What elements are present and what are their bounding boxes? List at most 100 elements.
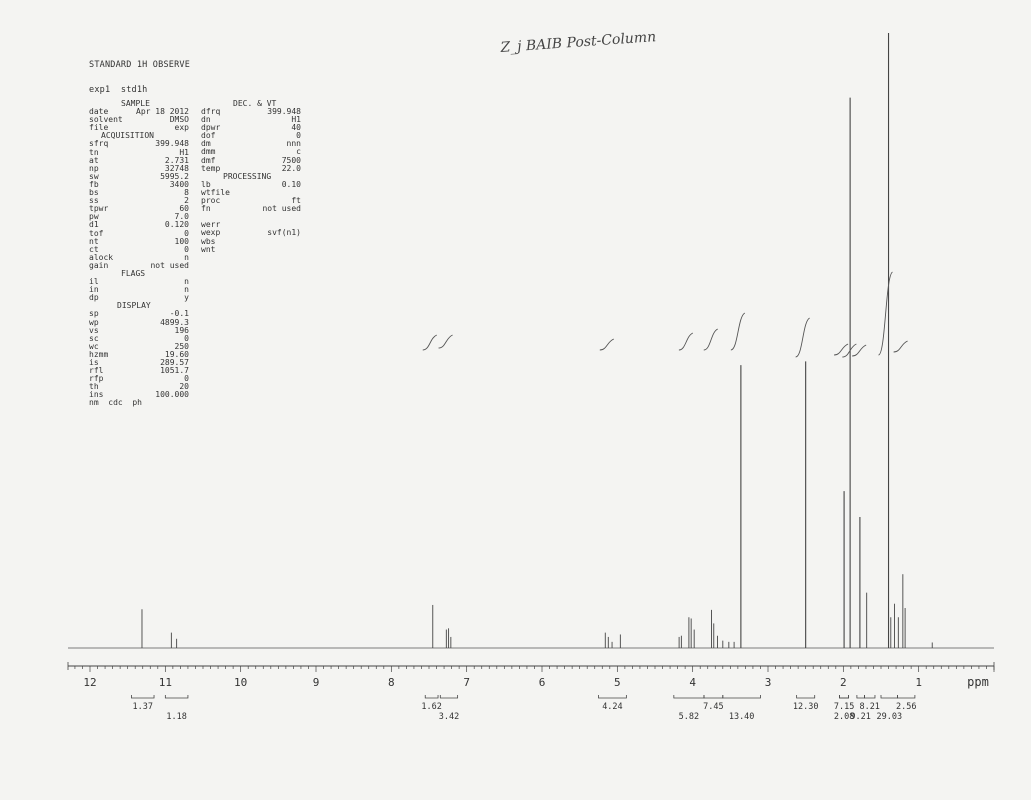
param-section-heading: DEC. & VT xyxy=(201,99,301,108)
param-key: proc xyxy=(201,196,221,206)
param-key: wbs xyxy=(201,236,216,246)
param-row: pw 7.0 xyxy=(89,213,189,221)
integration-bracket xyxy=(164,695,189,699)
param-value: H1 xyxy=(291,115,301,125)
param-section-heading: FLAGS xyxy=(89,269,189,278)
param-row: wtfile xyxy=(201,187,301,197)
param-key: wexp xyxy=(201,228,221,238)
param-value: ft xyxy=(291,196,301,206)
param-row: dfrq 399.948 xyxy=(201,107,301,116)
param-value: not used xyxy=(150,260,189,270)
param-row: lb 0.10 xyxy=(201,179,301,189)
param-value: 0 xyxy=(184,374,189,384)
param-value: 196 xyxy=(174,325,189,335)
param-row: alock n xyxy=(89,252,189,262)
param-key: th xyxy=(89,382,99,392)
param-key: sp xyxy=(89,309,99,319)
param-section-heading: DISPLAY xyxy=(89,302,189,310)
integration-value: 29.03 xyxy=(876,712,902,722)
param-key: bs xyxy=(89,188,99,198)
param-key: hzmm xyxy=(89,349,109,359)
param-section-heading: SAMPLE xyxy=(89,99,189,108)
param-row: wc 250 xyxy=(89,342,189,351)
integral-curve xyxy=(438,334,453,349)
param-value: n xyxy=(184,285,189,295)
param-key: date xyxy=(89,107,109,117)
param-row: il n xyxy=(89,277,189,287)
param-row: nt 100 xyxy=(89,237,189,246)
param-key: wtfile xyxy=(201,187,230,197)
integral-curve xyxy=(795,317,810,358)
param-row: gain not used xyxy=(89,260,189,270)
tick-label: 1 xyxy=(915,676,922,689)
integration-bracket xyxy=(880,695,898,699)
param-value: n xyxy=(184,252,189,262)
param-row: dp y xyxy=(89,294,189,302)
param-row: bs 8 xyxy=(89,188,189,198)
param-value: 60 xyxy=(179,204,189,214)
integration-value: 7.15 xyxy=(834,702,854,712)
param-value: 8 xyxy=(184,188,189,198)
param-row: wp 4899.3 xyxy=(89,318,189,327)
parameter-column-right: DEC. & VT dfrq 399.948 dn H1 dpwr 40 dof 0 dm nnn d… xyxy=(201,99,301,254)
integration-value: 4.24 xyxy=(602,702,622,712)
param-section-title: SAMPLE xyxy=(121,99,150,108)
param-key: rfp xyxy=(89,374,104,384)
integration-value: 13.40 xyxy=(729,712,755,722)
param-value: 0 xyxy=(296,131,301,141)
param-value: 2.731 xyxy=(164,155,189,165)
integration-bracket xyxy=(722,695,761,699)
param-row: solvent DMSO xyxy=(89,116,189,124)
param-value: nnn xyxy=(286,139,301,149)
param-value: svf(n1) xyxy=(267,228,301,238)
param-row: vs 196 xyxy=(89,325,189,335)
param-key: sw xyxy=(89,171,99,181)
param-section-heading: ACQUISITION xyxy=(89,132,189,140)
param-key: dpwr xyxy=(201,123,221,133)
param-row: rfp 0 xyxy=(89,375,189,383)
param-row: fb 3400 xyxy=(89,179,189,189)
param-value: 0 xyxy=(184,244,189,254)
integration-value: 1.62 xyxy=(421,702,441,712)
param-key: tn xyxy=(89,147,99,157)
param-row: wexp svf(n1) xyxy=(201,229,301,237)
param-section-title: DISPLAY xyxy=(117,301,151,311)
param-key: ct xyxy=(89,244,99,254)
tick-label: 4 xyxy=(689,676,696,689)
integration-value: 8.21 xyxy=(859,702,879,712)
param-row: in n xyxy=(89,286,189,294)
param-key: dmm xyxy=(201,147,216,157)
param-key: fb xyxy=(89,179,99,189)
param-key: dp xyxy=(89,293,99,303)
param-key: dn xyxy=(201,115,211,125)
param-key: file xyxy=(89,123,109,133)
param-key: lb xyxy=(201,179,211,189)
integral-curve xyxy=(703,328,719,351)
param-key: rfl xyxy=(89,366,104,376)
param-value: 3400 xyxy=(169,179,189,189)
param-key: ss xyxy=(89,196,99,206)
integration-bracket xyxy=(439,695,459,699)
param-key: gain xyxy=(89,260,109,270)
param-section-title: PROCESSING xyxy=(223,171,272,181)
param-row: date Apr 18 2012 xyxy=(89,107,189,117)
param-value: 19.60 xyxy=(164,349,189,359)
param-row: at 2.731 xyxy=(89,155,189,165)
integration-value: 2.08 xyxy=(834,712,854,722)
param-row: dm nnn xyxy=(201,140,301,148)
param-key: dmf xyxy=(201,155,216,165)
param-value: Apr 18 2012 xyxy=(136,107,189,117)
tick-label: 10 xyxy=(234,676,247,689)
param-value: 2 xyxy=(184,196,189,206)
param-value: n xyxy=(184,277,189,287)
tick-label: 12 xyxy=(83,676,96,689)
param-key: np xyxy=(89,163,99,173)
spectrum-title: STANDARD 1H OBSERVE xyxy=(89,60,191,70)
integration-bracket xyxy=(598,695,627,699)
integration-bracket xyxy=(839,695,850,699)
param-row: rfl 1051.7 xyxy=(89,366,189,376)
tick-label: 6 xyxy=(539,676,546,689)
integral-curve xyxy=(599,338,615,351)
